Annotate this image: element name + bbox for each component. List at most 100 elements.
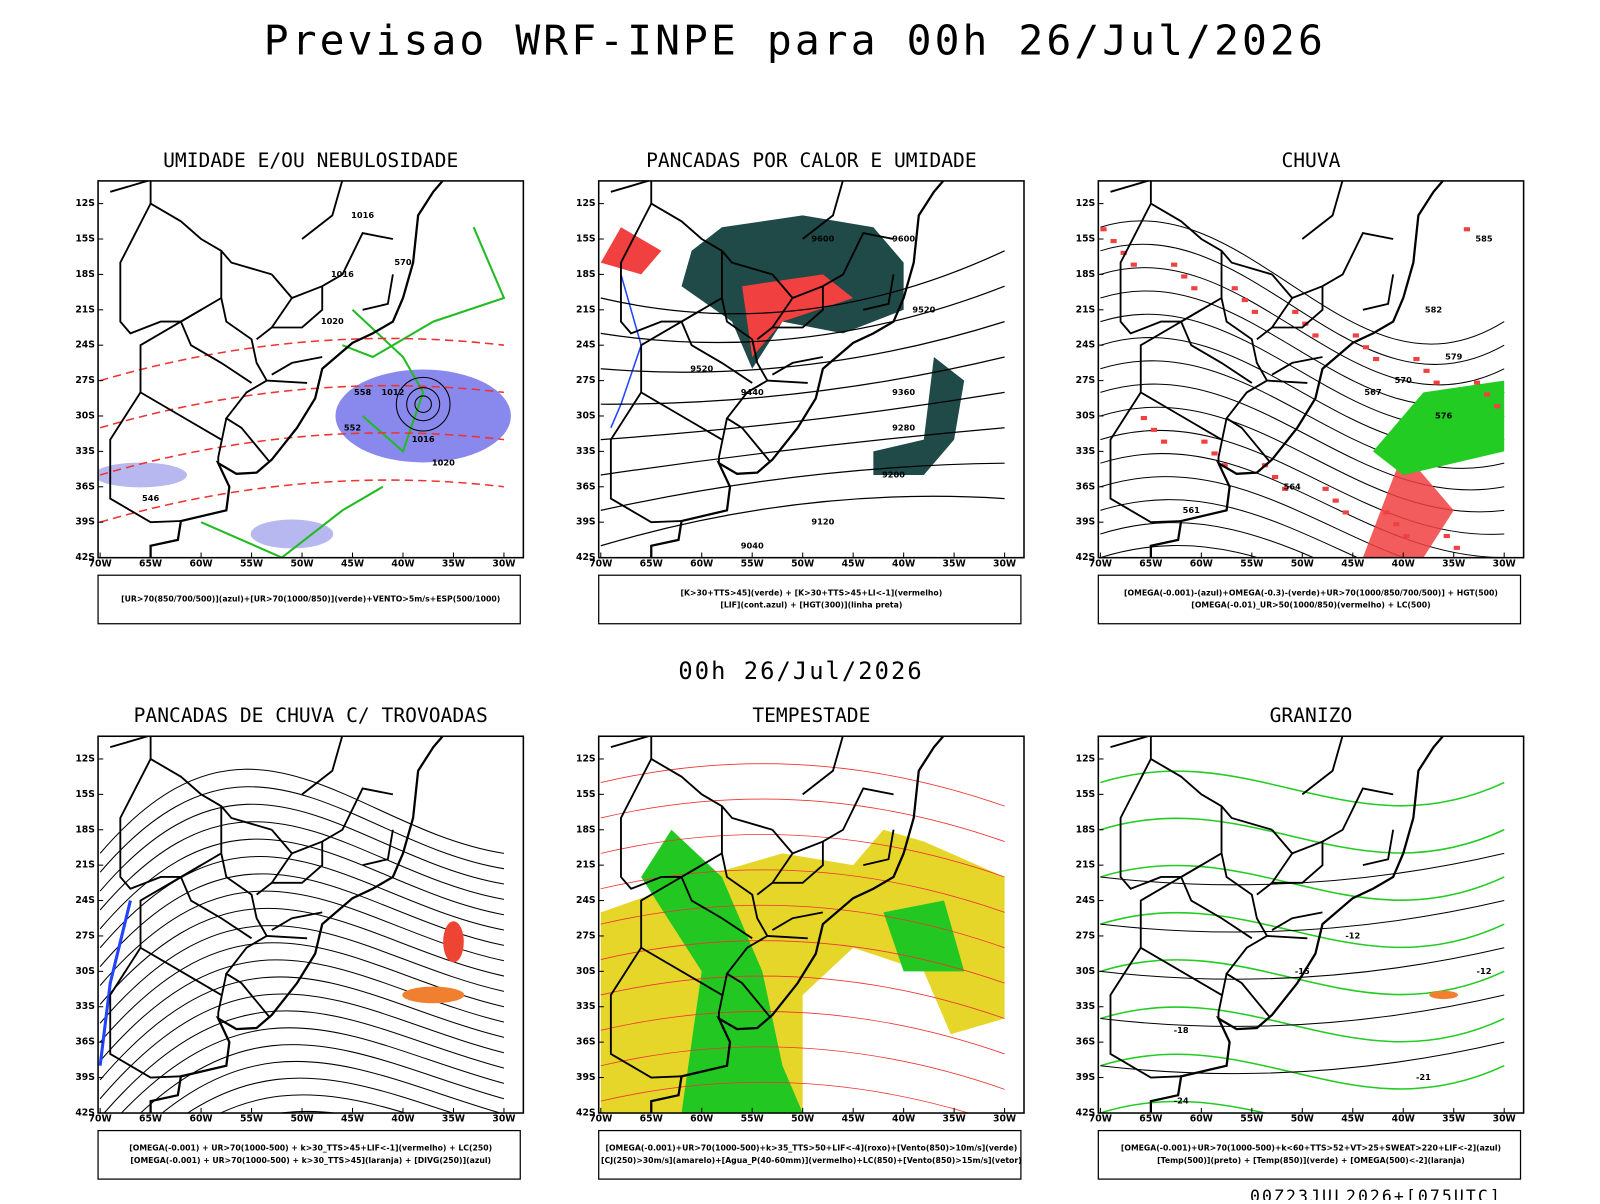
contour-label: 1016 <box>351 210 374 220</box>
lat-label: 12S <box>1076 198 1096 209</box>
border <box>1266 935 1308 940</box>
height-contour <box>600 356 1005 405</box>
rain-speck <box>1423 368 1430 373</box>
streamline <box>99 786 505 873</box>
lat-label: 18S <box>75 824 95 835</box>
border <box>179 297 253 384</box>
rain-speck <box>1181 274 1188 279</box>
lat-label: 12S <box>75 198 95 209</box>
lon-label: 55W <box>741 1114 764 1125</box>
legend-text: [OMEGA(-0.001)-(azul)+OMEGA(-0.3)-(verde… <box>1124 588 1498 597</box>
border <box>271 232 394 300</box>
border <box>1271 232 1394 300</box>
lon-label: 40W <box>1392 558 1415 569</box>
legend-text: [LIF](cont.azul) + [HGT(300)](linha pret… <box>720 601 902 610</box>
rain-speck <box>1221 463 1228 468</box>
rain-speck <box>1211 451 1218 456</box>
lat-label: 39S <box>576 517 596 528</box>
lat-label: 15S <box>576 789 596 800</box>
thickness-contour <box>99 337 505 382</box>
rain-speck <box>1433 380 1440 385</box>
panel-title: UMIDADE E/OU NEBULOSIDADE <box>163 149 458 172</box>
lon-label: 60W <box>1190 558 1213 569</box>
rain-speck <box>1372 356 1380 362</box>
border <box>271 356 323 376</box>
lon-label: 50W <box>1291 558 1314 569</box>
border <box>266 379 308 384</box>
contour-label: 546 <box>142 493 159 503</box>
border <box>863 274 895 311</box>
streamline <box>99 959 505 1062</box>
humidity-contour <box>342 226 506 359</box>
lon-label: 60W <box>190 558 213 569</box>
lon-label: 40W <box>391 558 414 569</box>
lon-label: 50W <box>290 1114 313 1125</box>
cloud-shade <box>98 462 187 488</box>
height-contour <box>600 495 1005 547</box>
lat-label: 30S <box>75 966 95 977</box>
rain-speck <box>1160 439 1168 444</box>
rain-speck <box>1332 498 1339 503</box>
lon-label: 45W <box>842 558 865 569</box>
lon-label: 55W <box>741 558 764 569</box>
border <box>771 232 894 300</box>
lat-label: 27S <box>75 375 95 386</box>
lat-label: 18S <box>75 269 95 280</box>
lat-label: 36S <box>1076 1037 1096 1048</box>
temp850-contour <box>1100 817 1505 854</box>
border <box>109 180 270 462</box>
lon-label: 65W <box>139 558 162 569</box>
border <box>1301 736 1344 796</box>
coastline <box>149 736 445 1114</box>
streamline <box>1100 429 1505 535</box>
border <box>1119 203 1182 335</box>
border <box>266 935 308 940</box>
lat-label: 36S <box>75 1037 95 1048</box>
border <box>271 787 394 855</box>
lat-label: 42S <box>75 552 95 563</box>
legend-text: [UR>70(850/700/500)](azul)+[UR>70(1000/8… <box>121 594 500 603</box>
legend-text: [OMEGA(-0.001)+UR>70(1000-500)+k>35_TTS>… <box>605 1144 1017 1153</box>
rain-speck <box>1352 333 1359 338</box>
lat-label: 42S <box>75 1107 95 1118</box>
lat-label: 33S <box>1076 446 1096 457</box>
lon-label: 50W <box>791 1114 814 1125</box>
thickness-contour <box>99 479 505 523</box>
border <box>609 391 682 524</box>
lat-label: 12S <box>576 753 596 764</box>
lon-label: 65W <box>1139 1114 1162 1125</box>
border <box>109 391 181 524</box>
lon-label: 55W <box>240 558 263 569</box>
contour-label: 9360 <box>892 387 915 397</box>
storm-area <box>402 986 465 1004</box>
streamline <box>99 856 505 949</box>
pw-contour <box>600 869 1005 913</box>
rain-speck <box>1463 227 1471 232</box>
lifted-index <box>610 274 642 429</box>
border <box>1272 841 1324 884</box>
streamline <box>1100 220 1505 345</box>
contour-label: 9520 <box>690 363 713 373</box>
border <box>301 180 344 240</box>
rain-speck <box>1282 486 1289 491</box>
lat-label: 39S <box>576 1072 596 1083</box>
lat-label: 27S <box>576 375 596 386</box>
temp500-contour <box>1100 1041 1505 1075</box>
rain-speck <box>1201 439 1208 444</box>
border <box>179 852 253 940</box>
pw-contour <box>600 1011 1005 1055</box>
streamline <box>139 1044 505 1114</box>
border <box>1266 379 1308 384</box>
lon-label: 40W <box>391 1114 414 1125</box>
border <box>1362 829 1395 867</box>
lat-label: 18S <box>576 824 596 835</box>
coastline <box>650 736 945 1114</box>
contour-label: 570 <box>394 257 411 267</box>
lat-label: 24S <box>576 340 596 351</box>
humidity-contour <box>200 485 384 558</box>
border <box>1179 297 1253 384</box>
height-contour <box>600 250 1005 315</box>
map-frame <box>597 180 1025 559</box>
streamline <box>1100 453 1505 558</box>
lon-label: 65W <box>139 1114 162 1125</box>
